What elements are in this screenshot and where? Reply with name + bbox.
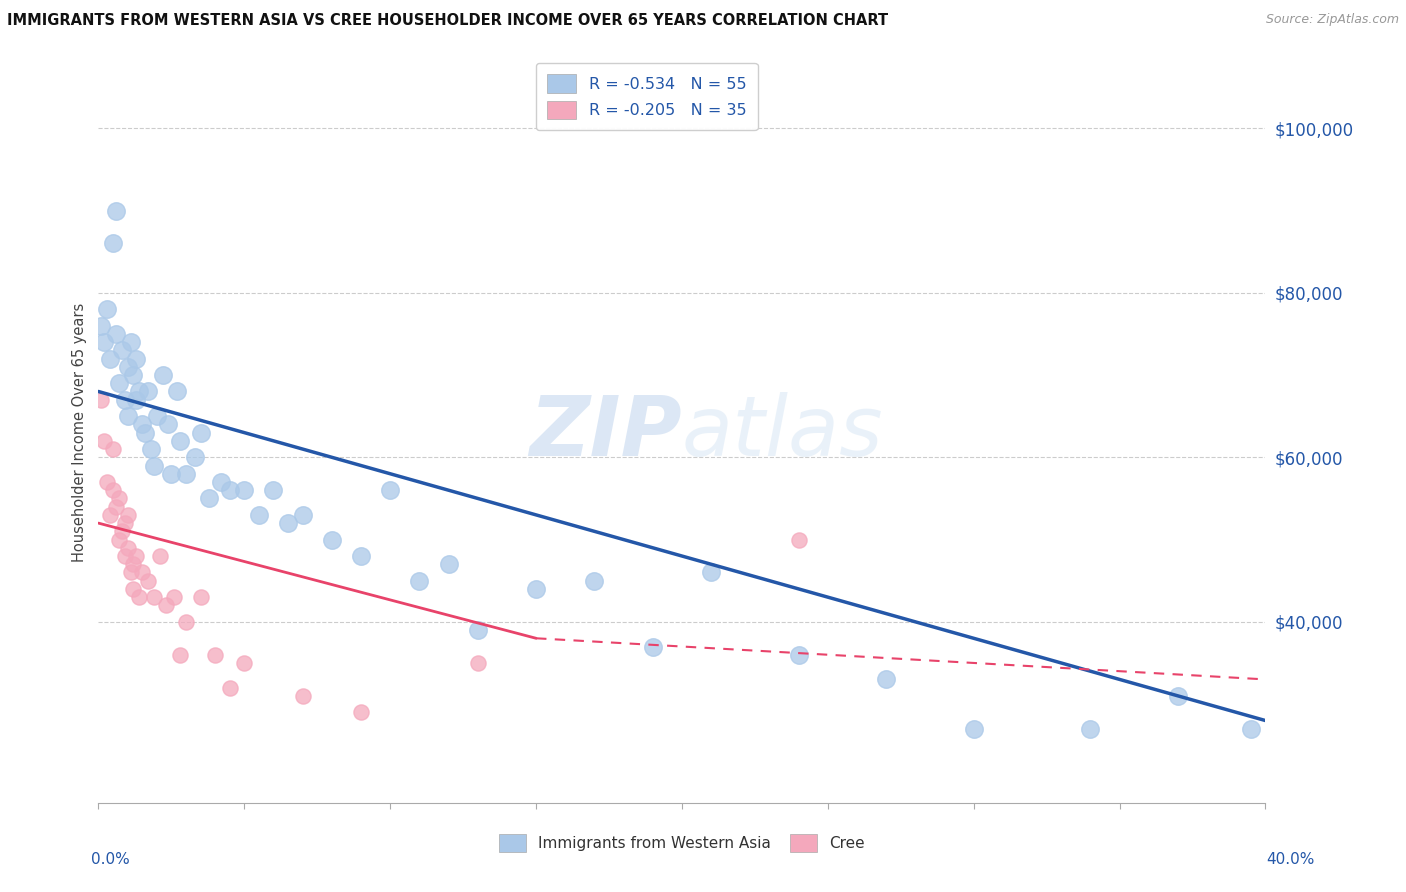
Point xyxy=(1167,689,1189,703)
Point xyxy=(125,549,148,563)
Point xyxy=(108,533,131,547)
Point xyxy=(111,343,134,358)
Point xyxy=(787,648,810,662)
Point xyxy=(139,442,162,456)
Point xyxy=(101,442,124,456)
Point xyxy=(104,203,127,218)
Point xyxy=(583,574,606,588)
Point xyxy=(111,524,134,539)
Text: atlas: atlas xyxy=(682,392,883,473)
Point xyxy=(122,582,145,596)
Point xyxy=(125,392,148,407)
Point xyxy=(218,681,240,695)
Point xyxy=(117,508,139,522)
Point xyxy=(142,590,165,604)
Point xyxy=(120,335,142,350)
Point xyxy=(131,417,153,432)
Point xyxy=(641,640,664,654)
Point xyxy=(90,318,112,333)
Point xyxy=(291,508,314,522)
Point xyxy=(114,392,136,407)
Point xyxy=(117,409,139,424)
Point xyxy=(163,590,186,604)
Point xyxy=(166,384,188,399)
Point xyxy=(136,384,159,399)
Point xyxy=(209,475,232,489)
Point xyxy=(174,467,197,481)
Point xyxy=(93,335,115,350)
Point xyxy=(96,475,118,489)
Point xyxy=(101,483,124,498)
Point xyxy=(233,656,256,670)
Point xyxy=(90,392,112,407)
Point xyxy=(962,722,984,736)
Text: ZIP: ZIP xyxy=(529,392,682,473)
Y-axis label: Householder Income Over 65 years: Householder Income Over 65 years xyxy=(72,303,87,562)
Point xyxy=(122,558,145,572)
Point xyxy=(198,491,221,506)
Point xyxy=(98,351,121,366)
Point xyxy=(174,615,197,629)
Point xyxy=(117,541,139,555)
Text: Source: ZipAtlas.com: Source: ZipAtlas.com xyxy=(1265,13,1399,27)
Point xyxy=(120,566,142,580)
Text: IMMIGRANTS FROM WESTERN ASIA VS CREE HOUSEHOLDER INCOME OVER 65 YEARS CORRELATIO: IMMIGRANTS FROM WESTERN ASIA VS CREE HOU… xyxy=(7,13,889,29)
Point xyxy=(142,458,165,473)
Point xyxy=(152,368,174,382)
Point xyxy=(350,549,373,563)
Point xyxy=(1080,722,1102,736)
Legend: Immigrants from Western Asia, Cree: Immigrants from Western Asia, Cree xyxy=(492,829,872,858)
Point xyxy=(524,582,547,596)
Point xyxy=(467,656,489,670)
Point xyxy=(157,417,180,432)
Point xyxy=(125,351,148,366)
Point xyxy=(262,483,284,498)
Point xyxy=(190,590,212,604)
Point xyxy=(350,706,373,720)
Point xyxy=(437,558,460,572)
Point xyxy=(190,425,212,440)
Point xyxy=(183,450,205,465)
Point xyxy=(131,566,153,580)
Point xyxy=(467,623,489,637)
Point xyxy=(122,368,145,382)
Point xyxy=(104,500,127,514)
Point xyxy=(875,673,897,687)
Point xyxy=(114,549,136,563)
Point xyxy=(204,648,226,662)
Point xyxy=(160,467,183,481)
Point xyxy=(291,689,314,703)
Point xyxy=(380,483,402,498)
Point xyxy=(128,590,150,604)
Point xyxy=(108,376,131,391)
Point xyxy=(321,533,343,547)
Point xyxy=(247,508,270,522)
Point xyxy=(277,516,299,530)
Point xyxy=(104,326,127,341)
Point xyxy=(787,533,810,547)
Point xyxy=(169,648,191,662)
Point xyxy=(233,483,256,498)
Point xyxy=(114,516,136,530)
Text: 0.0%: 0.0% xyxy=(91,852,131,867)
Text: 40.0%: 40.0% xyxy=(1267,852,1315,867)
Point xyxy=(1240,722,1263,736)
Point xyxy=(96,302,118,317)
Point xyxy=(128,384,150,399)
Point xyxy=(149,549,172,563)
Point xyxy=(93,434,115,448)
Point xyxy=(98,508,121,522)
Point xyxy=(134,425,156,440)
Point xyxy=(169,434,191,448)
Point xyxy=(108,491,131,506)
Point xyxy=(218,483,240,498)
Point xyxy=(155,599,177,613)
Point xyxy=(136,574,159,588)
Point xyxy=(700,566,723,580)
Point xyxy=(117,359,139,374)
Point xyxy=(101,236,124,251)
Point xyxy=(146,409,169,424)
Point xyxy=(408,574,430,588)
